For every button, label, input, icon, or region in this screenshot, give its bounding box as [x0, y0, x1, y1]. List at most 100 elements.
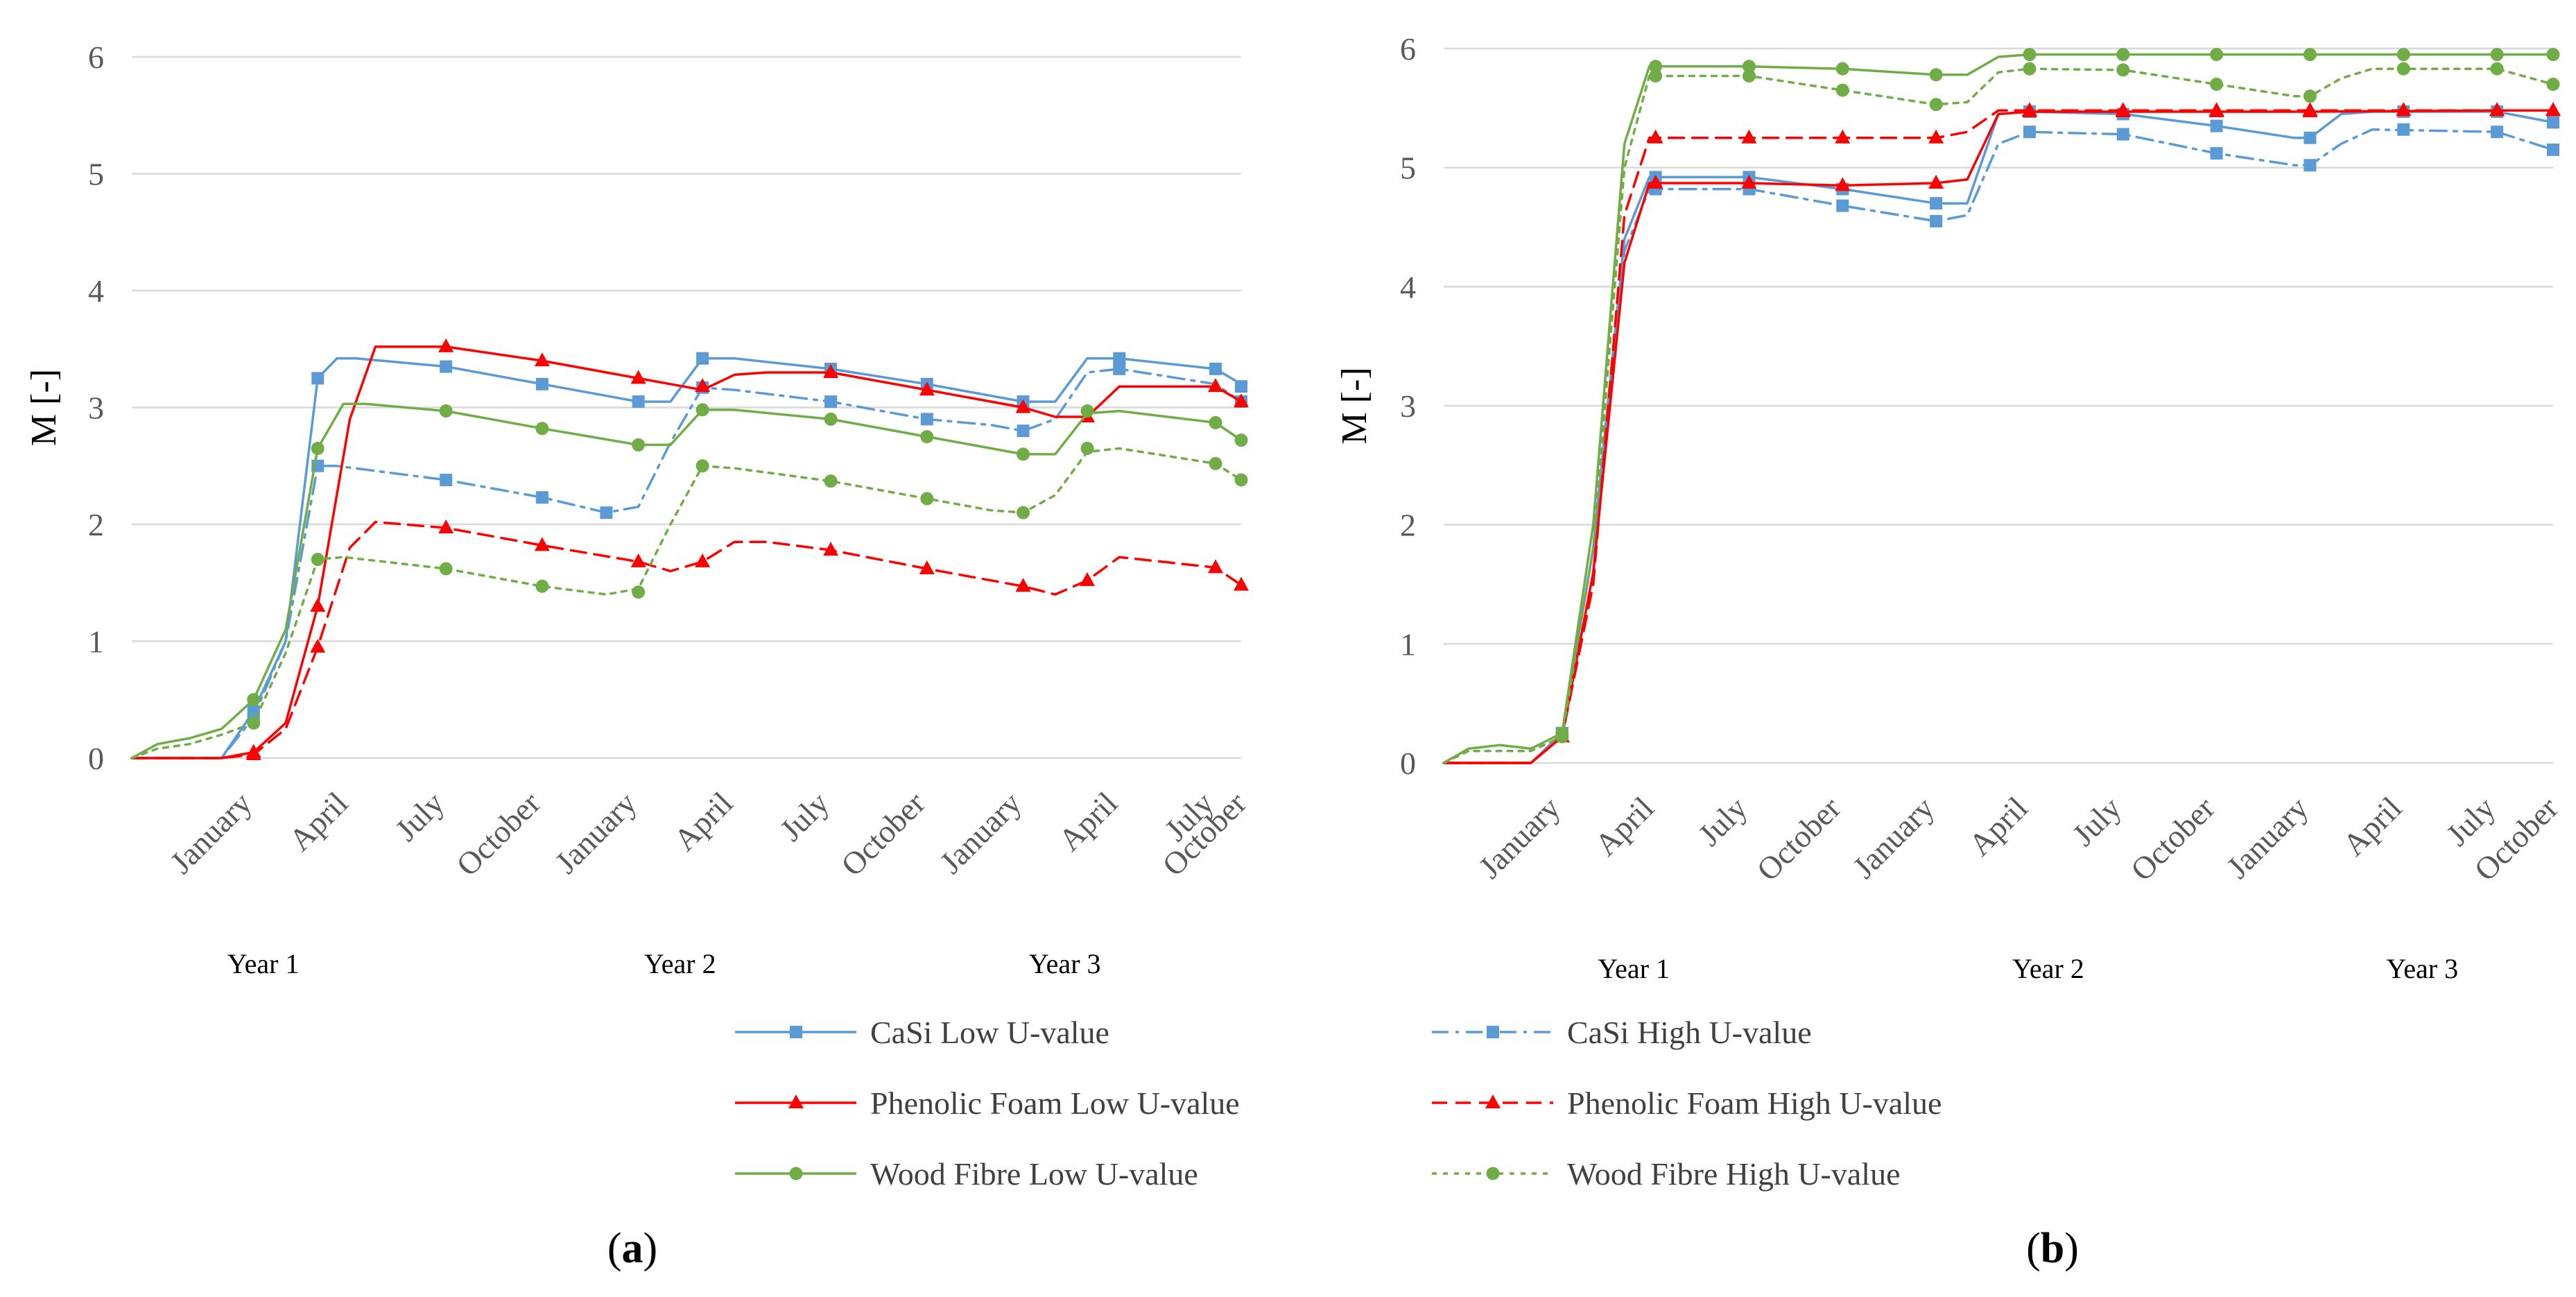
year-label: Year 1: [1598, 953, 1670, 984]
data-point: [824, 412, 838, 426]
data-point: [630, 553, 646, 567]
legend-marker: [1485, 1094, 1501, 1108]
legend-label: Wood Fibre Low U-value: [870, 1156, 1198, 1192]
data-point: [1209, 456, 1222, 470]
x-tick-label: July: [2066, 790, 2128, 852]
data-point: [2208, 102, 2224, 117]
data-point: [1928, 174, 1944, 189]
data-point: [1113, 362, 1126, 375]
x-tick-label: January: [164, 785, 259, 880]
series-line: [130, 345, 1243, 759]
data-point: [2023, 126, 2036, 139]
legend-marker: [789, 1167, 803, 1180]
x-tick-label: April: [2336, 790, 2409, 863]
panel-label-b-letter: b: [2041, 1225, 2064, 1272]
data-point: [311, 372, 325, 385]
x-tick-label: April: [667, 785, 740, 858]
panel-label-a-close: ): [643, 1225, 658, 1272]
data-point: [1234, 433, 1248, 447]
data-point: [247, 716, 261, 730]
data-point: [1234, 473, 1248, 487]
panel-label-b-open: (: [2026, 1225, 2041, 1272]
data-point: [2396, 102, 2412, 117]
data-point: [1742, 69, 1756, 83]
data-point: [1208, 559, 1224, 574]
series-casi-high-u-value: [1442, 123, 2559, 764]
data-point: [2303, 159, 2317, 172]
data-point: [2210, 48, 2224, 62]
data-point: [2547, 143, 2559, 156]
legend-entry-casi-high-u-value: CaSi High U-value: [1432, 1015, 1812, 1050]
data-point: [1234, 576, 1249, 591]
data-point: [534, 537, 550, 551]
data-point: [2490, 48, 2504, 62]
x-tick-label: April: [1052, 785, 1125, 858]
x-tick-label: October: [1750, 790, 1848, 888]
y-tick-label: 3: [1400, 388, 1416, 424]
x-tick-label: July: [388, 785, 451, 848]
data-point: [919, 381, 935, 396]
data-point: [440, 473, 453, 486]
data-point: [1835, 62, 1849, 76]
data-point: [1209, 362, 1222, 375]
data-point: [2116, 63, 2130, 77]
data-point: [2303, 48, 2317, 62]
year-label: Year 3: [2386, 953, 2458, 984]
y-tick-label: 6: [1400, 31, 1416, 67]
data-point: [630, 370, 646, 384]
series-phenolic-foam-low-u-value: [1442, 102, 2561, 764]
data-point: [1080, 441, 1094, 455]
data-point: [1835, 177, 1851, 191]
data-point: [1080, 404, 1094, 418]
data-point: [1015, 399, 1031, 413]
data-point: [1017, 424, 1030, 438]
series-line: [1442, 109, 2555, 764]
series-line: [130, 520, 1243, 759]
legend-label: Wood Fibre High U-value: [1567, 1156, 1900, 1192]
data-point: [2397, 123, 2410, 136]
x-tick-label: April: [282, 785, 355, 858]
data-point: [534, 352, 550, 367]
data-point: [1080, 572, 1096, 586]
data-point: [2021, 102, 2037, 117]
panel-label-a: (a): [607, 1225, 657, 1272]
data-point: [1649, 60, 1663, 74]
data-point: [310, 597, 326, 612]
series-line: [1442, 110, 2555, 764]
data-point: [2023, 62, 2037, 76]
y-tick-label: 2: [1400, 508, 1416, 543]
y-tick-label: 4: [88, 273, 104, 309]
data-point: [696, 352, 709, 365]
data-point: [1742, 60, 1756, 74]
y-tick-label: 0: [88, 741, 104, 776]
series-wood-fibre-low-u-value: [1442, 48, 2560, 764]
data-point: [2210, 119, 2223, 132]
data-point: [2023, 48, 2037, 62]
data-point: [1234, 393, 1249, 408]
data-point: [1930, 197, 1943, 210]
data-point: [535, 377, 548, 390]
data-point: [2546, 48, 2560, 62]
data-point: [2490, 62, 2504, 76]
x-tick-label: January: [548, 785, 643, 880]
data-point: [632, 585, 646, 599]
data-point: [823, 542, 839, 556]
series-line: [130, 447, 1243, 759]
data-point: [535, 579, 549, 593]
year-label: Year 1: [227, 948, 300, 979]
data-point: [695, 378, 711, 393]
data-point: [2396, 48, 2410, 62]
data-point: [695, 553, 711, 567]
y-tick-label: 5: [1400, 151, 1416, 186]
series-phenolic-foam-high-u-value: [130, 519, 1249, 760]
data-point: [2303, 131, 2317, 144]
data-point: [920, 413, 933, 426]
legend: CaSi Low U-value CaSi High U-value Phenoli…: [735, 1015, 1942, 1192]
series-line: [1442, 67, 2555, 764]
data-point: [823, 363, 839, 378]
x-tick-label: January: [2220, 790, 2315, 885]
legend-marker: [1486, 1167, 1500, 1180]
legend-entry-phenolic-foam-high-u-value: Phenolic Foam High U-value: [1432, 1085, 1942, 1121]
